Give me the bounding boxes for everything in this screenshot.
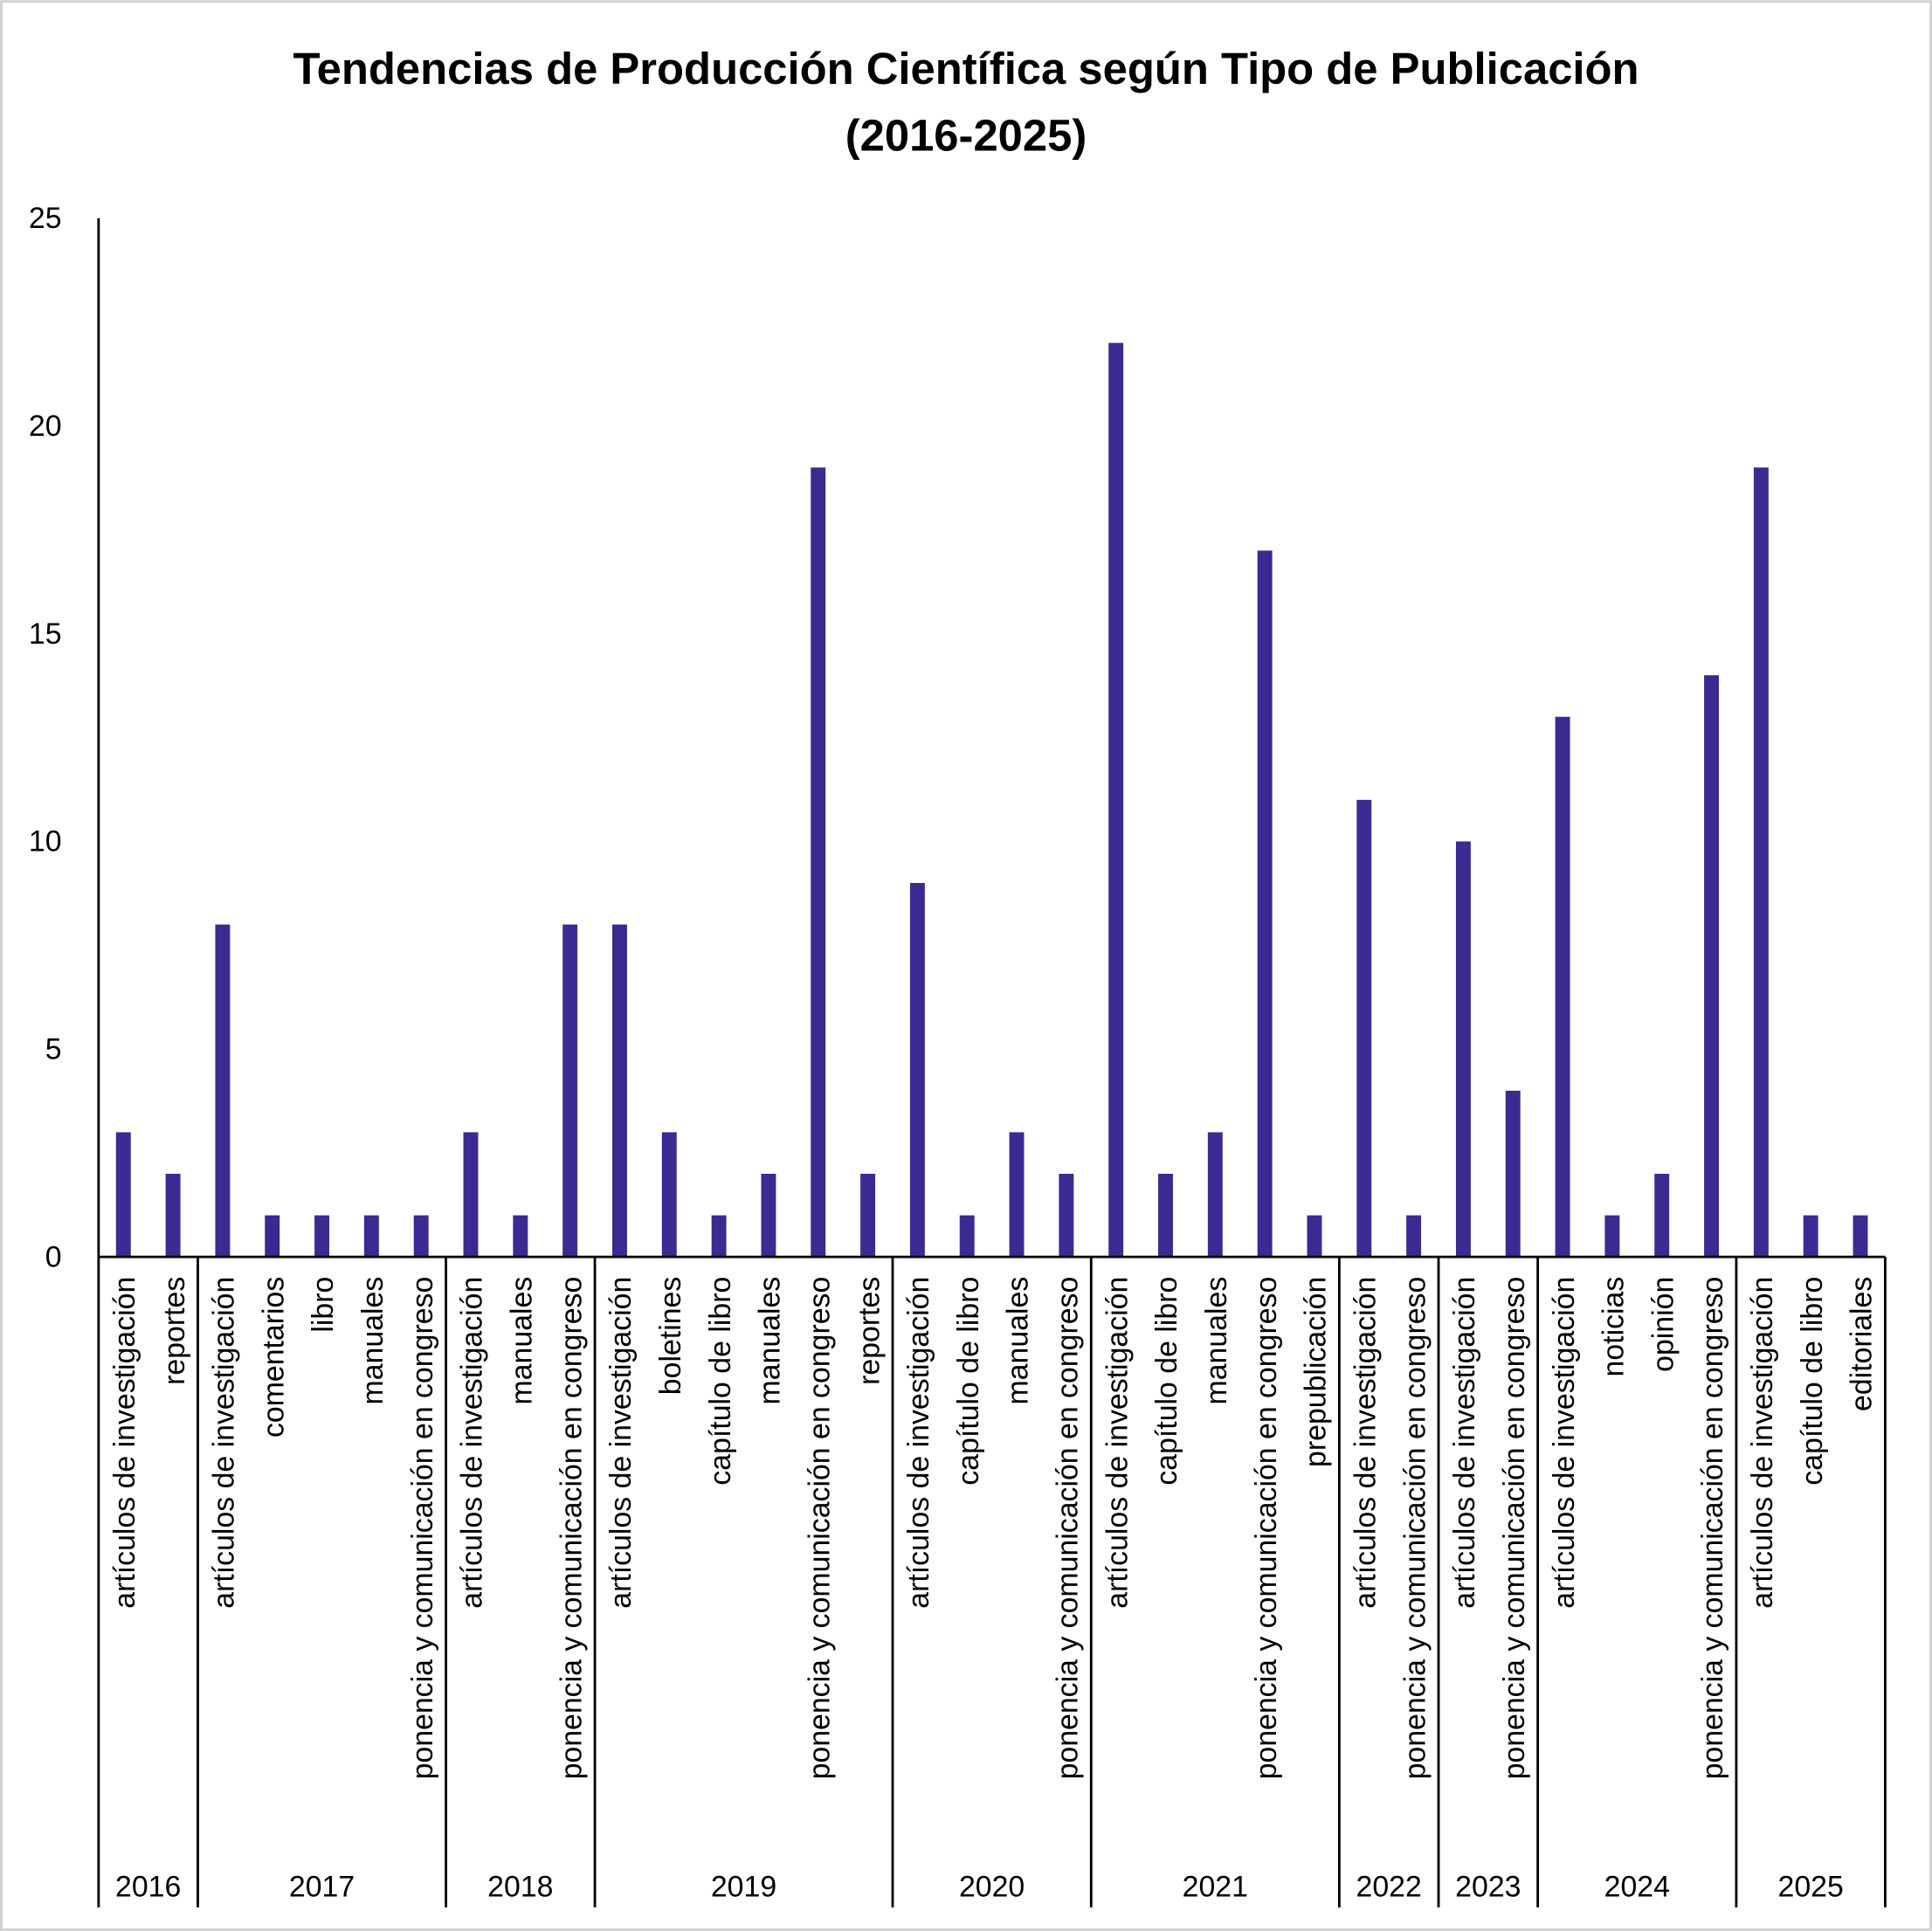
category-label: ponencia y comunicación en congreso <box>555 1277 588 1780</box>
bar <box>1158 1173 1173 1258</box>
bar <box>1803 1215 1818 1258</box>
category-label: artículos de investigación <box>1746 1277 1779 1609</box>
bar <box>1108 342 1124 1258</box>
bar <box>1604 1215 1620 1258</box>
category-label: noticias <box>1597 1277 1631 1377</box>
bar <box>909 883 925 1258</box>
bar <box>1257 550 1273 1258</box>
category-label: artículos de investigación <box>208 1277 241 1609</box>
bar <box>115 1132 131 1258</box>
bar <box>959 1215 975 1258</box>
category-label: reportes <box>852 1277 886 1385</box>
bar <box>1505 1090 1521 1258</box>
bar <box>1307 1215 1322 1258</box>
year-label: 2020 <box>959 1870 1025 1903</box>
bar <box>860 1173 876 1258</box>
x-axis: artículos de investigación reportes 2016 ar… <box>97 1255 1887 1907</box>
category-label: ponencia y comunicación en congreso <box>1250 1277 1283 1780</box>
category-label: reportes <box>158 1277 191 1385</box>
bar <box>363 1215 379 1258</box>
category-label: artículos de investigación <box>456 1277 489 1609</box>
category-label: artículos de investigación <box>1448 1277 1481 1609</box>
category-label: capítulo de libro <box>704 1277 737 1486</box>
category-label: ponencia y comunicación en congreso <box>1052 1277 1085 1780</box>
category-label: capítulo de libro <box>952 1277 985 1486</box>
category-label: artículos de investigación <box>1101 1277 1134 1609</box>
category-label: boletines <box>654 1277 687 1395</box>
bar <box>165 1173 181 1258</box>
bar <box>1753 467 1769 1258</box>
bar <box>1555 716 1570 1258</box>
category-label: artículos de investigación <box>604 1277 638 1609</box>
bar <box>1704 675 1719 1258</box>
year-label: 2019 <box>711 1870 776 1903</box>
bar <box>711 1215 727 1258</box>
bar <box>314 1215 330 1258</box>
bar <box>562 924 578 1258</box>
year-label: 2018 <box>487 1870 553 1903</box>
bar <box>661 1132 677 1258</box>
category-label: ponencia y comunicación en congreso <box>1696 1277 1729 1780</box>
category-label: capítulo de libro <box>1796 1277 1829 1486</box>
category-label: manuales <box>1002 1277 1035 1405</box>
year-label: 2023 <box>1455 1870 1521 1903</box>
category-label: ponencia y comunicación en congreso <box>406 1277 439 1780</box>
category-label: artículos de investigación <box>902 1277 935 1609</box>
bar <box>463 1132 479 1258</box>
bar <box>1853 1215 1868 1258</box>
year-label: 2016 <box>115 1870 181 1903</box>
bar <box>265 1215 280 1258</box>
category-label: comentarios <box>257 1277 290 1438</box>
y-tick-label: 5 <box>45 1033 62 1066</box>
bar <box>761 1173 776 1258</box>
bar <box>1356 799 1372 1258</box>
year-label: 2022 <box>1356 1870 1422 1903</box>
category-label: artículos de investigación <box>1349 1277 1382 1609</box>
chart-subtitle: (2016-2025) <box>845 110 1087 160</box>
bar <box>513 1215 528 1258</box>
category-label: ponencia y comunicación en congreso <box>1498 1277 1531 1780</box>
bar <box>1406 1215 1422 1258</box>
bar <box>1455 841 1471 1258</box>
category-label: editoriales <box>1846 1277 1879 1411</box>
chart-title: Tendencias de Producción Científica segú… <box>293 44 1639 93</box>
y-tick-label: 10 <box>29 825 62 859</box>
category-label: manuales <box>754 1277 787 1405</box>
year-label: 2017 <box>289 1870 355 1903</box>
category-label: libro <box>307 1277 340 1333</box>
bar <box>1009 1132 1025 1258</box>
y-axis: 0 5 10 15 20 25 <box>29 202 100 1273</box>
category-label: manuales <box>506 1277 539 1405</box>
y-tick-label: 20 <box>29 410 62 443</box>
category-label: opinión <box>1646 1277 1680 1372</box>
bars <box>115 342 1868 1258</box>
category-label: prepublicación <box>1300 1277 1333 1467</box>
bar <box>811 467 826 1258</box>
y-tick-label: 0 <box>45 1240 62 1273</box>
bar <box>1207 1132 1223 1258</box>
bar <box>1654 1173 1670 1258</box>
category-label: artículos de investigación <box>1548 1277 1581 1609</box>
year-label: 2021 <box>1183 1870 1248 1903</box>
bar <box>413 1215 429 1258</box>
category-label: artículos de investigación <box>108 1277 141 1609</box>
category-label: manuales <box>356 1277 390 1405</box>
category-label: ponencia y comunicación en congreso <box>1398 1277 1432 1780</box>
category-label: capítulo de libro <box>1150 1277 1183 1486</box>
year-label: 2024 <box>1604 1870 1670 1903</box>
category-label: manuales <box>1200 1277 1233 1405</box>
bar <box>612 924 627 1258</box>
category-label: ponencia y comunicación en congreso <box>803 1277 836 1780</box>
y-tick-label: 15 <box>29 617 62 651</box>
bar <box>1059 1173 1074 1258</box>
bar <box>215 924 231 1258</box>
y-tick-label: 25 <box>29 202 62 235</box>
year-label: 2025 <box>1778 1870 1844 1903</box>
